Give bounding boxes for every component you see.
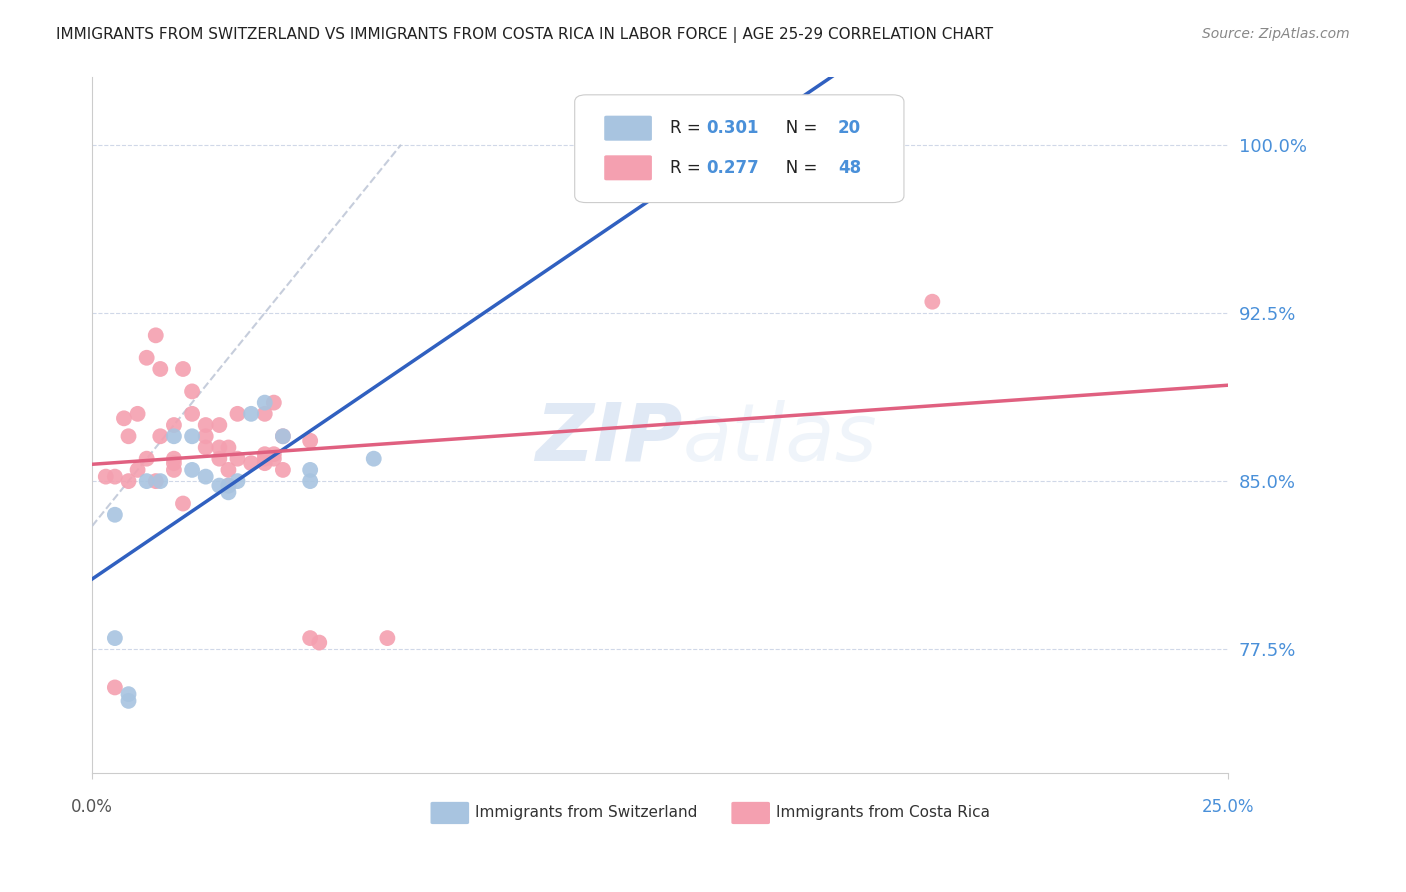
Point xyxy=(271,429,294,443)
Point xyxy=(94,469,117,483)
Text: ZIP: ZIP xyxy=(536,400,682,478)
Point xyxy=(253,447,276,461)
Point xyxy=(194,418,217,433)
Point xyxy=(163,451,186,466)
Text: 0.0%: 0.0% xyxy=(72,797,112,815)
Point xyxy=(263,447,285,461)
Point xyxy=(127,407,149,421)
Point xyxy=(208,478,231,492)
Point xyxy=(253,407,276,421)
Point xyxy=(263,451,285,466)
Point xyxy=(145,474,167,488)
Text: R =: R = xyxy=(671,159,706,177)
Point xyxy=(181,429,204,443)
Point xyxy=(135,474,157,488)
Point xyxy=(271,429,294,443)
Point xyxy=(226,474,249,488)
Point xyxy=(172,497,194,511)
Point xyxy=(149,429,172,443)
Point xyxy=(363,451,385,466)
FancyBboxPatch shape xyxy=(430,802,470,824)
Text: 0.301: 0.301 xyxy=(706,120,759,137)
Text: atlas: atlas xyxy=(682,400,877,478)
Text: Source: ZipAtlas.com: Source: ZipAtlas.com xyxy=(1202,27,1350,41)
Point xyxy=(308,635,330,649)
Point xyxy=(217,463,239,477)
Point xyxy=(127,463,149,477)
Point xyxy=(921,294,943,309)
Point xyxy=(117,429,139,443)
Point xyxy=(217,478,239,492)
Point xyxy=(226,451,249,466)
Point xyxy=(117,694,139,708)
Point xyxy=(217,441,239,455)
Point xyxy=(194,429,217,443)
Point xyxy=(240,456,263,470)
Text: Immigrants from Costa Rica: Immigrants from Costa Rica xyxy=(776,805,990,821)
Point xyxy=(263,395,285,409)
Point xyxy=(217,478,239,492)
Point xyxy=(299,463,322,477)
Point xyxy=(163,418,186,433)
Text: R =: R = xyxy=(671,120,706,137)
Point xyxy=(253,456,276,470)
Text: Immigrants from Switzerland: Immigrants from Switzerland xyxy=(475,805,697,821)
Text: 0.277: 0.277 xyxy=(706,159,759,177)
Text: N =: N = xyxy=(770,120,823,137)
Point xyxy=(104,469,127,483)
Text: 20: 20 xyxy=(838,120,862,137)
Point xyxy=(181,384,204,399)
Point xyxy=(208,451,231,466)
Point xyxy=(181,463,204,477)
FancyBboxPatch shape xyxy=(575,95,904,202)
Point xyxy=(135,351,157,365)
Text: 48: 48 xyxy=(838,159,862,177)
Point xyxy=(208,418,231,433)
Point xyxy=(163,463,186,477)
Point xyxy=(104,681,127,695)
Point xyxy=(194,469,217,483)
Text: IMMIGRANTS FROM SWITZERLAND VS IMMIGRANTS FROM COSTA RICA IN LABOR FORCE | AGE 2: IMMIGRANTS FROM SWITZERLAND VS IMMIGRANT… xyxy=(56,27,994,43)
Text: N =: N = xyxy=(770,159,823,177)
Point xyxy=(104,508,127,522)
Point xyxy=(163,429,186,443)
Point xyxy=(194,441,217,455)
Point xyxy=(117,687,139,701)
FancyBboxPatch shape xyxy=(605,116,652,141)
Point xyxy=(299,474,322,488)
Point xyxy=(135,451,157,466)
Point xyxy=(104,631,127,645)
Point xyxy=(149,474,172,488)
Point xyxy=(181,407,204,421)
Point xyxy=(208,441,231,455)
Point xyxy=(217,485,239,500)
FancyBboxPatch shape xyxy=(731,802,770,824)
Point xyxy=(253,395,276,409)
Point xyxy=(145,328,167,343)
Point xyxy=(253,451,276,466)
Point xyxy=(271,463,294,477)
Point xyxy=(163,456,186,470)
Point xyxy=(240,407,263,421)
Text: 25.0%: 25.0% xyxy=(1201,797,1254,815)
Point xyxy=(299,434,322,448)
Point xyxy=(149,362,172,376)
Point xyxy=(172,362,194,376)
FancyBboxPatch shape xyxy=(605,155,652,180)
Point xyxy=(226,407,249,421)
Point xyxy=(112,411,135,425)
Point xyxy=(117,474,139,488)
Point xyxy=(299,631,322,645)
Point xyxy=(377,631,399,645)
